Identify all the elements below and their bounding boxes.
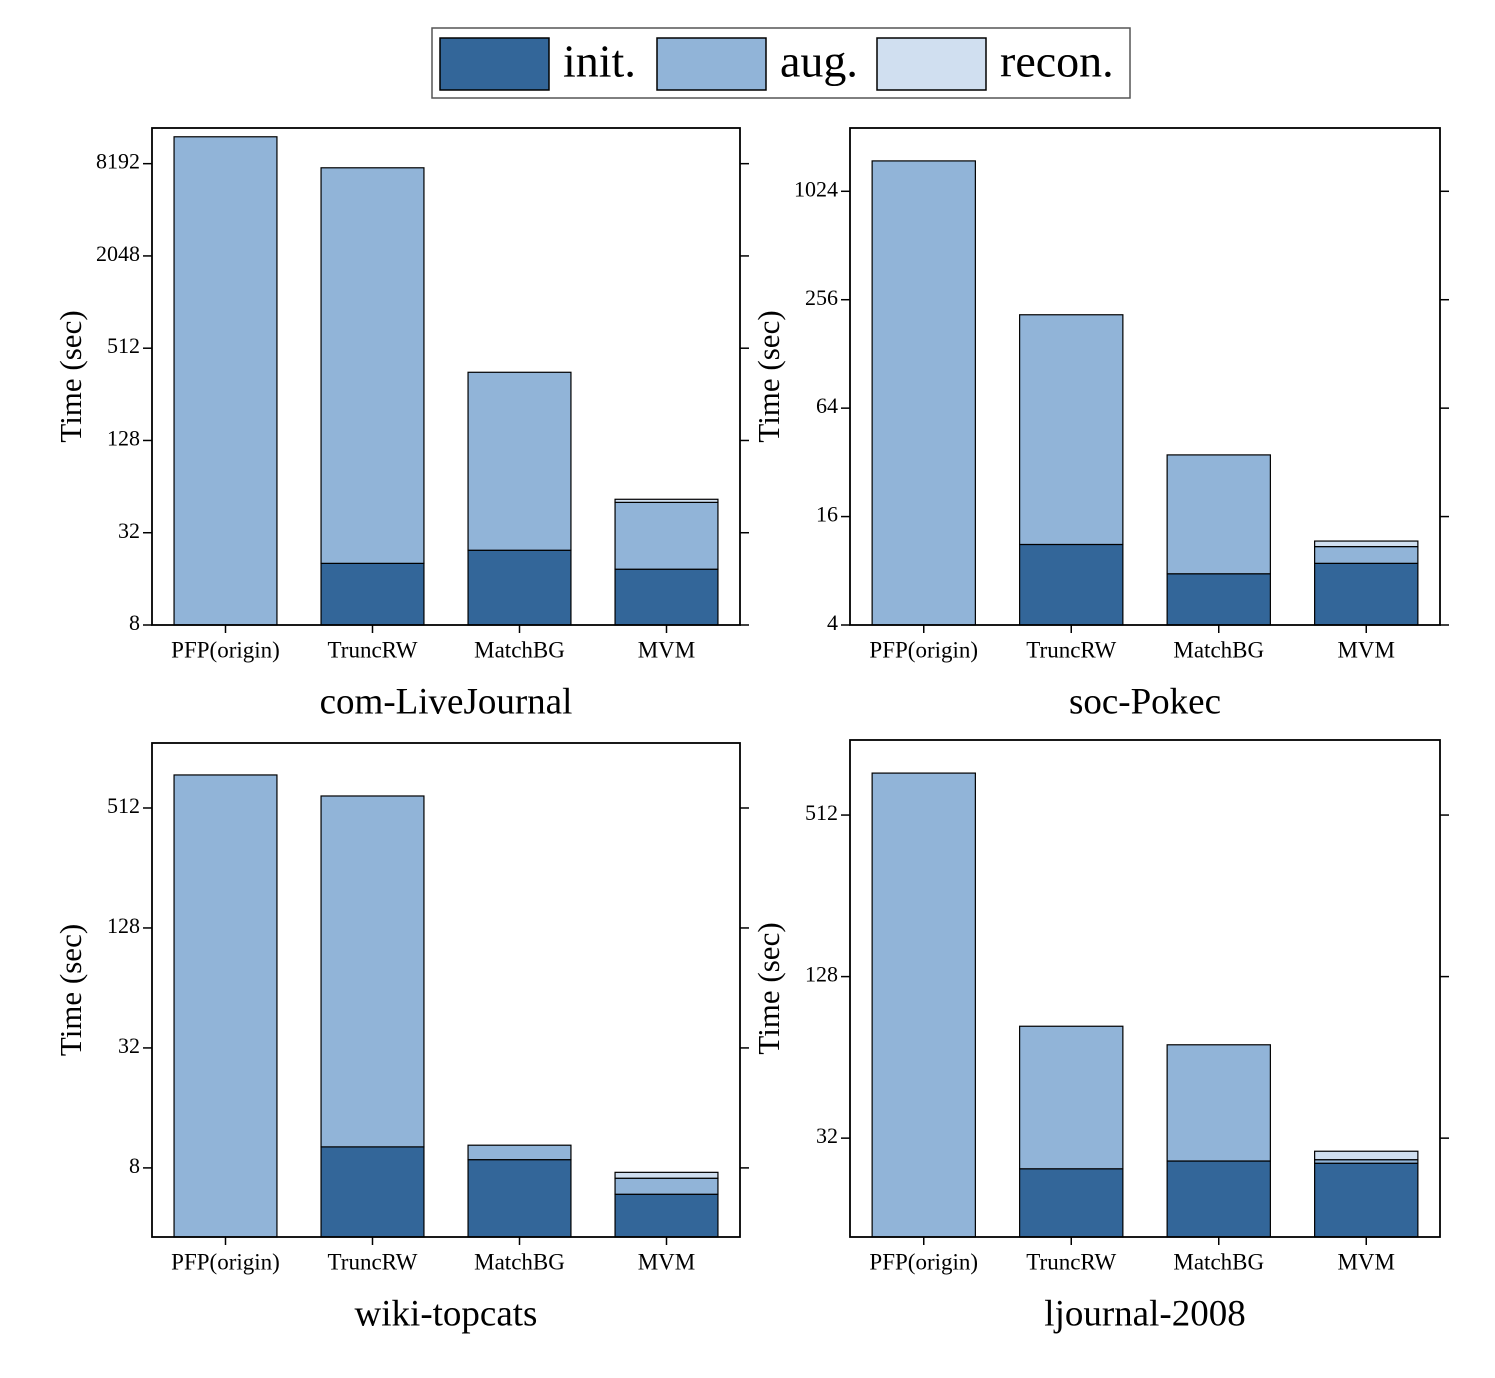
bar-segment (614, 568, 719, 626)
bar-segment (1314, 562, 1419, 626)
legend-label: recon. (1000, 36, 1114, 87)
x-tick-label: TruncRW (328, 1249, 418, 1274)
bar-segment (1019, 1025, 1124, 1170)
x-tick-label: MatchBG (474, 637, 565, 662)
x-tick-label: MVM (638, 1249, 696, 1274)
y-tick-label: 32 (118, 518, 140, 543)
y-tick-label: 1024 (794, 176, 838, 201)
chart-title: ljournal-2008 (1044, 1293, 1245, 1334)
bar-segment (871, 772, 976, 1238)
bar-segment (1166, 1044, 1271, 1162)
legend-swatch (439, 37, 550, 91)
bar-segment (871, 160, 976, 626)
y-tick-label: 512 (805, 800, 838, 825)
bar-segment (614, 1177, 719, 1195)
bar-segment (1019, 314, 1124, 546)
legend-label: aug. (780, 36, 858, 87)
y-axis-label: Time (sec) (751, 310, 786, 442)
bar-segment (173, 774, 278, 1238)
bar-segment (1314, 1162, 1419, 1238)
legend-swatch (656, 37, 767, 91)
legend-swatch (876, 37, 987, 91)
y-tick-label: 8 (129, 1153, 140, 1178)
bar-segment (1019, 1168, 1124, 1238)
bar-segment (467, 1144, 572, 1161)
bar-segment (467, 549, 572, 626)
y-tick-label: 128 (805, 962, 838, 987)
y-tick-label: 4 (827, 610, 838, 635)
bar-segment (1314, 1150, 1419, 1161)
y-tick-label: 8192 (96, 149, 140, 174)
bar-segment (320, 562, 425, 626)
x-tick-label: PFP(origin) (869, 1249, 978, 1274)
bar-segment (467, 371, 572, 551)
bar-segment (173, 136, 278, 626)
bar-segment (320, 795, 425, 1148)
bar-segment (614, 1193, 719, 1238)
y-tick-label: 2048 (96, 241, 140, 266)
y-tick-label: 32 (816, 1123, 838, 1148)
x-tick-label: PFP(origin) (171, 1249, 280, 1274)
x-tick-label: TruncRW (1026, 1249, 1116, 1274)
y-tick-label: 512 (107, 333, 140, 358)
chart-title: soc-Pokec (1069, 681, 1221, 722)
y-tick-label: 128 (107, 426, 140, 451)
bar-segment (1166, 454, 1271, 575)
chart-title: com-LiveJournal (320, 681, 573, 722)
bar-segment (467, 1159, 572, 1238)
bar-segment (1314, 540, 1419, 548)
bar-segment (320, 167, 425, 564)
x-tick-label: PFP(origin) (869, 637, 978, 662)
x-tick-label: TruncRW (1026, 637, 1116, 662)
y-tick-label: 256 (805, 285, 838, 310)
x-tick-label: MatchBG (1173, 637, 1264, 662)
bar-segment (1314, 545, 1419, 564)
plot-frame (151, 127, 741, 626)
bar-segment (614, 501, 719, 570)
y-axis-label: Time (sec) (53, 924, 88, 1056)
plot-frame (151, 742, 741, 1238)
y-tick-label: 16 (816, 502, 838, 527)
x-tick-label: MVM (638, 637, 696, 662)
x-tick-label: TruncRW (328, 637, 418, 662)
chart-title: wiki-topcats (355, 1293, 538, 1334)
x-tick-label: MVM (1337, 1249, 1395, 1274)
y-axis-label: Time (sec) (53, 310, 88, 442)
y-tick-label: 512 (107, 793, 140, 818)
bar-segment (1166, 1160, 1271, 1238)
x-tick-label: MVM (1337, 637, 1395, 662)
y-tick-label: 128 (107, 913, 140, 938)
plot-frame (849, 739, 1441, 1238)
y-tick-label: 8 (129, 610, 140, 635)
legend-label: init. (563, 36, 636, 87)
y-axis-label: Time (sec) (751, 922, 786, 1054)
bar-segment (320, 1146, 425, 1238)
x-tick-label: MatchBG (1173, 1249, 1264, 1274)
bar-segment (1019, 543, 1124, 626)
bar-segment (1166, 573, 1271, 626)
y-tick-label: 32 (118, 1033, 140, 1058)
x-tick-label: MatchBG (474, 1249, 565, 1274)
y-tick-label: 64 (816, 393, 838, 418)
plot-frame (849, 127, 1441, 626)
bar-segment (614, 1171, 719, 1179)
bar-segment (614, 498, 719, 503)
x-tick-label: PFP(origin) (171, 637, 280, 662)
